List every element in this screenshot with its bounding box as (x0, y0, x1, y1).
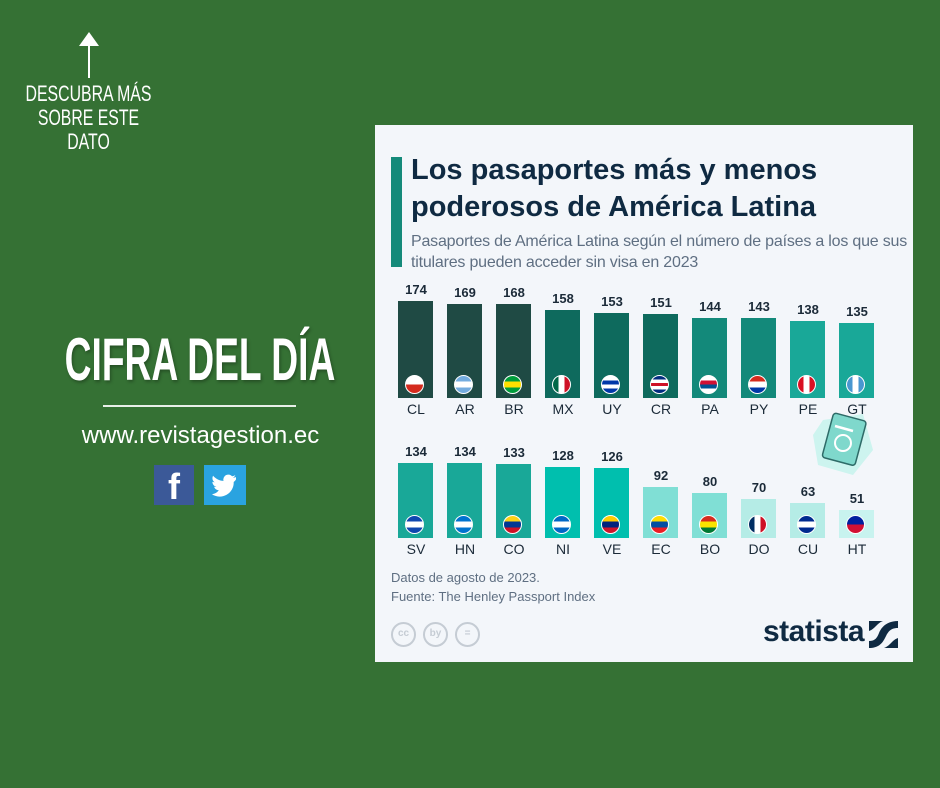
flag-BO-icon (699, 515, 718, 534)
category-label: VE (602, 541, 622, 557)
website-link[interactable]: www.revistagestion.ec (81, 422, 320, 449)
value-label: 80 (702, 474, 718, 490)
flag-PA-icon (699, 375, 718, 394)
chart-subtitle: Pasaportes de América Latina según el nú… (411, 233, 908, 271)
value-label: 169 (454, 284, 476, 300)
value-label: 138 (797, 302, 819, 318)
category-label: CO (503, 541, 525, 557)
flag-CL-icon (405, 375, 424, 394)
statista-logo-mark-icon (869, 621, 898, 648)
flag-HN-icon (454, 515, 473, 534)
value-label: 151 (650, 294, 672, 310)
value-label: 134 (454, 444, 476, 460)
category-label: BR (504, 401, 524, 417)
value-label: 134 (405, 444, 427, 460)
divider (103, 405, 296, 407)
value-label: 51 (849, 490, 865, 506)
cc-license-icon[interactable]: cc (391, 622, 416, 647)
category-label: NI (556, 541, 570, 557)
value-label: 133 (503, 444, 525, 460)
value-label: 158 (552, 290, 574, 306)
value-label: 174 (405, 282, 427, 298)
value-label: 143 (748, 299, 770, 315)
value-label: 126 (601, 448, 623, 464)
category-label: GT (847, 401, 867, 417)
category-label: PA (701, 401, 719, 417)
flag-HT-icon (846, 515, 865, 534)
value-label: 144 (699, 298, 721, 314)
category-label: EC (651, 541, 671, 557)
chart-card: Los pasaportes más y menos poderosos de … (375, 125, 913, 662)
statista-logo[interactable]: statista (763, 615, 865, 648)
flag-BR-icon (503, 375, 522, 394)
facebook-icon[interactable]: f (154, 465, 194, 505)
category-label: MX (552, 401, 574, 417)
category-label: PE (798, 401, 818, 417)
category-label: SV (406, 541, 426, 557)
no-derivatives-icon[interactable]: = (455, 622, 480, 647)
flag-PE-icon (797, 375, 816, 394)
title-accent-bar (391, 157, 402, 267)
flag-DO-icon (748, 515, 767, 534)
value-label: 153 (601, 293, 623, 309)
flag-EC-icon (650, 515, 669, 534)
flag-CR-icon (650, 375, 669, 394)
value-label: 70 (751, 480, 767, 495)
value-label: 135 (846, 303, 868, 319)
flag-AR-icon (454, 375, 473, 394)
category-label: CU (797, 541, 819, 557)
flag-SV-icon (405, 515, 424, 534)
twitter-icon[interactable] (204, 465, 246, 505)
chart-title: Los pasaportes más y menos poderosos de … (411, 154, 818, 223)
category-label: CL (407, 401, 425, 417)
flag-MX-icon (552, 375, 571, 394)
headline: CIFRA DEL DÍA (64, 326, 336, 393)
category-label: AR (455, 401, 475, 417)
value-label: 168 (503, 285, 525, 301)
flag-NI-icon (552, 515, 571, 534)
flag-UY-icon (601, 375, 620, 394)
category-label: DO (748, 541, 770, 557)
category-label: CR (650, 401, 672, 417)
category-label: HT (847, 541, 867, 557)
up-arrow-icon (79, 32, 99, 78)
category-label: BO (699, 541, 721, 557)
value-label: 128 (552, 447, 574, 463)
attribution-icon[interactable]: by (423, 622, 448, 647)
source-note: Fuente: The Henley Passport Index (391, 589, 596, 604)
flag-CU-icon (797, 515, 816, 534)
value-label: 63 (800, 483, 816, 499)
value-label: 92 (653, 467, 669, 483)
flag-GT-icon (846, 375, 865, 394)
category-label: HN (454, 541, 476, 557)
data-note: Datos de agosto de 2023. (391, 570, 540, 585)
category-label: UY (602, 401, 622, 417)
flag-PY-icon (748, 375, 767, 394)
flag-VE-icon (601, 515, 620, 534)
passport-icon (813, 412, 873, 475)
discover-more-link[interactable]: DESCUBRA MÁS SOBRE ESTE DATO (25, 81, 152, 154)
category-label: PY (749, 401, 769, 417)
flag-CO-icon (503, 515, 522, 534)
